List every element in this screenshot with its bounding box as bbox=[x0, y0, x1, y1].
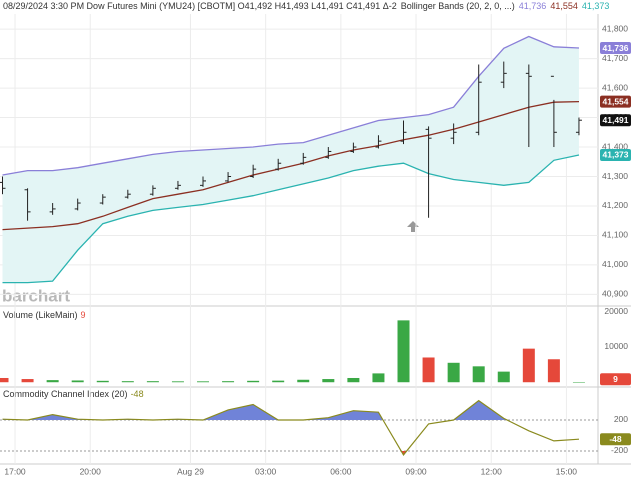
volume-bar bbox=[572, 382, 585, 383]
value-badge-label: -48 bbox=[609, 434, 622, 444]
band-line bbox=[2, 100, 580, 231]
value-badge bbox=[600, 95, 631, 108]
value-badge bbox=[600, 148, 631, 161]
volume-bar bbox=[522, 348, 535, 383]
header: 08/29/2024 3:30 PM Dow Futures Mini (YMU… bbox=[3, 1, 609, 11]
value-badge bbox=[600, 373, 631, 386]
y-tick-label: 41,100 bbox=[602, 230, 628, 240]
cci-title: Commodity Channel Index (20) bbox=[3, 389, 128, 399]
band-legend: 41,373 bbox=[582, 1, 610, 11]
volume-bar bbox=[497, 371, 510, 383]
x-tick-label: 17:00 bbox=[4, 466, 26, 476]
y-tick-label: 41,000 bbox=[602, 259, 628, 269]
volume-bar bbox=[372, 373, 385, 383]
cci-high-fill bbox=[2, 400, 508, 420]
volume-bar bbox=[197, 381, 210, 383]
volume-bar bbox=[297, 379, 310, 383]
volume-bar bbox=[472, 366, 485, 383]
value-badge bbox=[600, 433, 631, 446]
value-badge bbox=[600, 114, 631, 127]
y-tick-label: 41,400 bbox=[602, 141, 628, 151]
volume-bar bbox=[247, 380, 260, 383]
volume-bar bbox=[121, 381, 134, 383]
x-tick-label: 15:00 bbox=[556, 466, 578, 476]
chart-title: 08/29/2024 3:30 PM Dow Futures Mini (YMU… bbox=[3, 1, 397, 11]
volume-bar bbox=[347, 377, 360, 383]
band-line bbox=[2, 154, 580, 284]
x-tick-label: 12:00 bbox=[481, 466, 503, 476]
x-tick-label: 20:00 bbox=[80, 466, 102, 476]
y-tick-label: 20000 bbox=[604, 306, 628, 316]
y-tick-label: 200 bbox=[614, 414, 628, 424]
pane-title: Commodity Channel Index (20) -48 bbox=[3, 389, 144, 399]
x-tick-label: Aug 29 bbox=[177, 466, 204, 476]
pane-title: Volume (LikeMain) 9 bbox=[3, 310, 86, 320]
volume-bar bbox=[322, 379, 335, 383]
band-legend: 41,736 bbox=[519, 1, 547, 11]
volume-bar bbox=[96, 380, 109, 383]
x-tick-label: 03:00 bbox=[255, 466, 277, 476]
volume-bar bbox=[272, 380, 285, 383]
volume-bar bbox=[547, 359, 560, 383]
band-legend: 41,554 bbox=[550, 1, 578, 11]
cci-line bbox=[2, 399, 580, 456]
volume-bar bbox=[0, 377, 9, 383]
volume-bar bbox=[422, 357, 435, 383]
watermark: barchart bbox=[2, 286, 70, 305]
x-tick-label: 09:00 bbox=[405, 466, 427, 476]
y-tick-label: 41,600 bbox=[602, 82, 628, 92]
band-fill bbox=[2, 36, 579, 283]
x-tick-label: 06:00 bbox=[330, 466, 352, 476]
event-arrow bbox=[407, 221, 419, 232]
cci-last: -48 bbox=[131, 389, 144, 399]
volume-last: 9 bbox=[81, 310, 86, 320]
volume-bar bbox=[397, 320, 410, 383]
y-tick-label: -200 bbox=[611, 445, 628, 455]
volume-bar bbox=[447, 362, 460, 383]
y-tick-label: 41,800 bbox=[602, 23, 628, 33]
band-line bbox=[2, 35, 580, 176]
y-tick-label: 10000 bbox=[604, 341, 628, 351]
value-badge-label: 41,491 bbox=[603, 115, 629, 125]
value-badge-label: 9 bbox=[613, 374, 618, 384]
volume-bar bbox=[222, 381, 235, 383]
volume-title: Volume (LikeMain) bbox=[3, 310, 78, 320]
volume-bar bbox=[21, 379, 34, 383]
volume-bar bbox=[146, 381, 159, 383]
value-badge bbox=[600, 42, 631, 55]
volume-bar bbox=[171, 381, 184, 383]
value-badge-label: 41,373 bbox=[603, 150, 629, 160]
volume-bar bbox=[71, 380, 84, 383]
y-tick-label: 41,700 bbox=[602, 53, 628, 63]
y-tick-label: 41,200 bbox=[602, 200, 628, 210]
y-tick-label: 41,300 bbox=[602, 171, 628, 181]
y-tick-label: 40,900 bbox=[602, 289, 628, 299]
volume-bar bbox=[46, 380, 59, 383]
value-badge-label: 41,736 bbox=[603, 43, 629, 53]
value-badge-label: 41,554 bbox=[603, 96, 629, 106]
indicator-name: Bollinger Bands (20, 2, 0, ...) bbox=[401, 1, 515, 11]
